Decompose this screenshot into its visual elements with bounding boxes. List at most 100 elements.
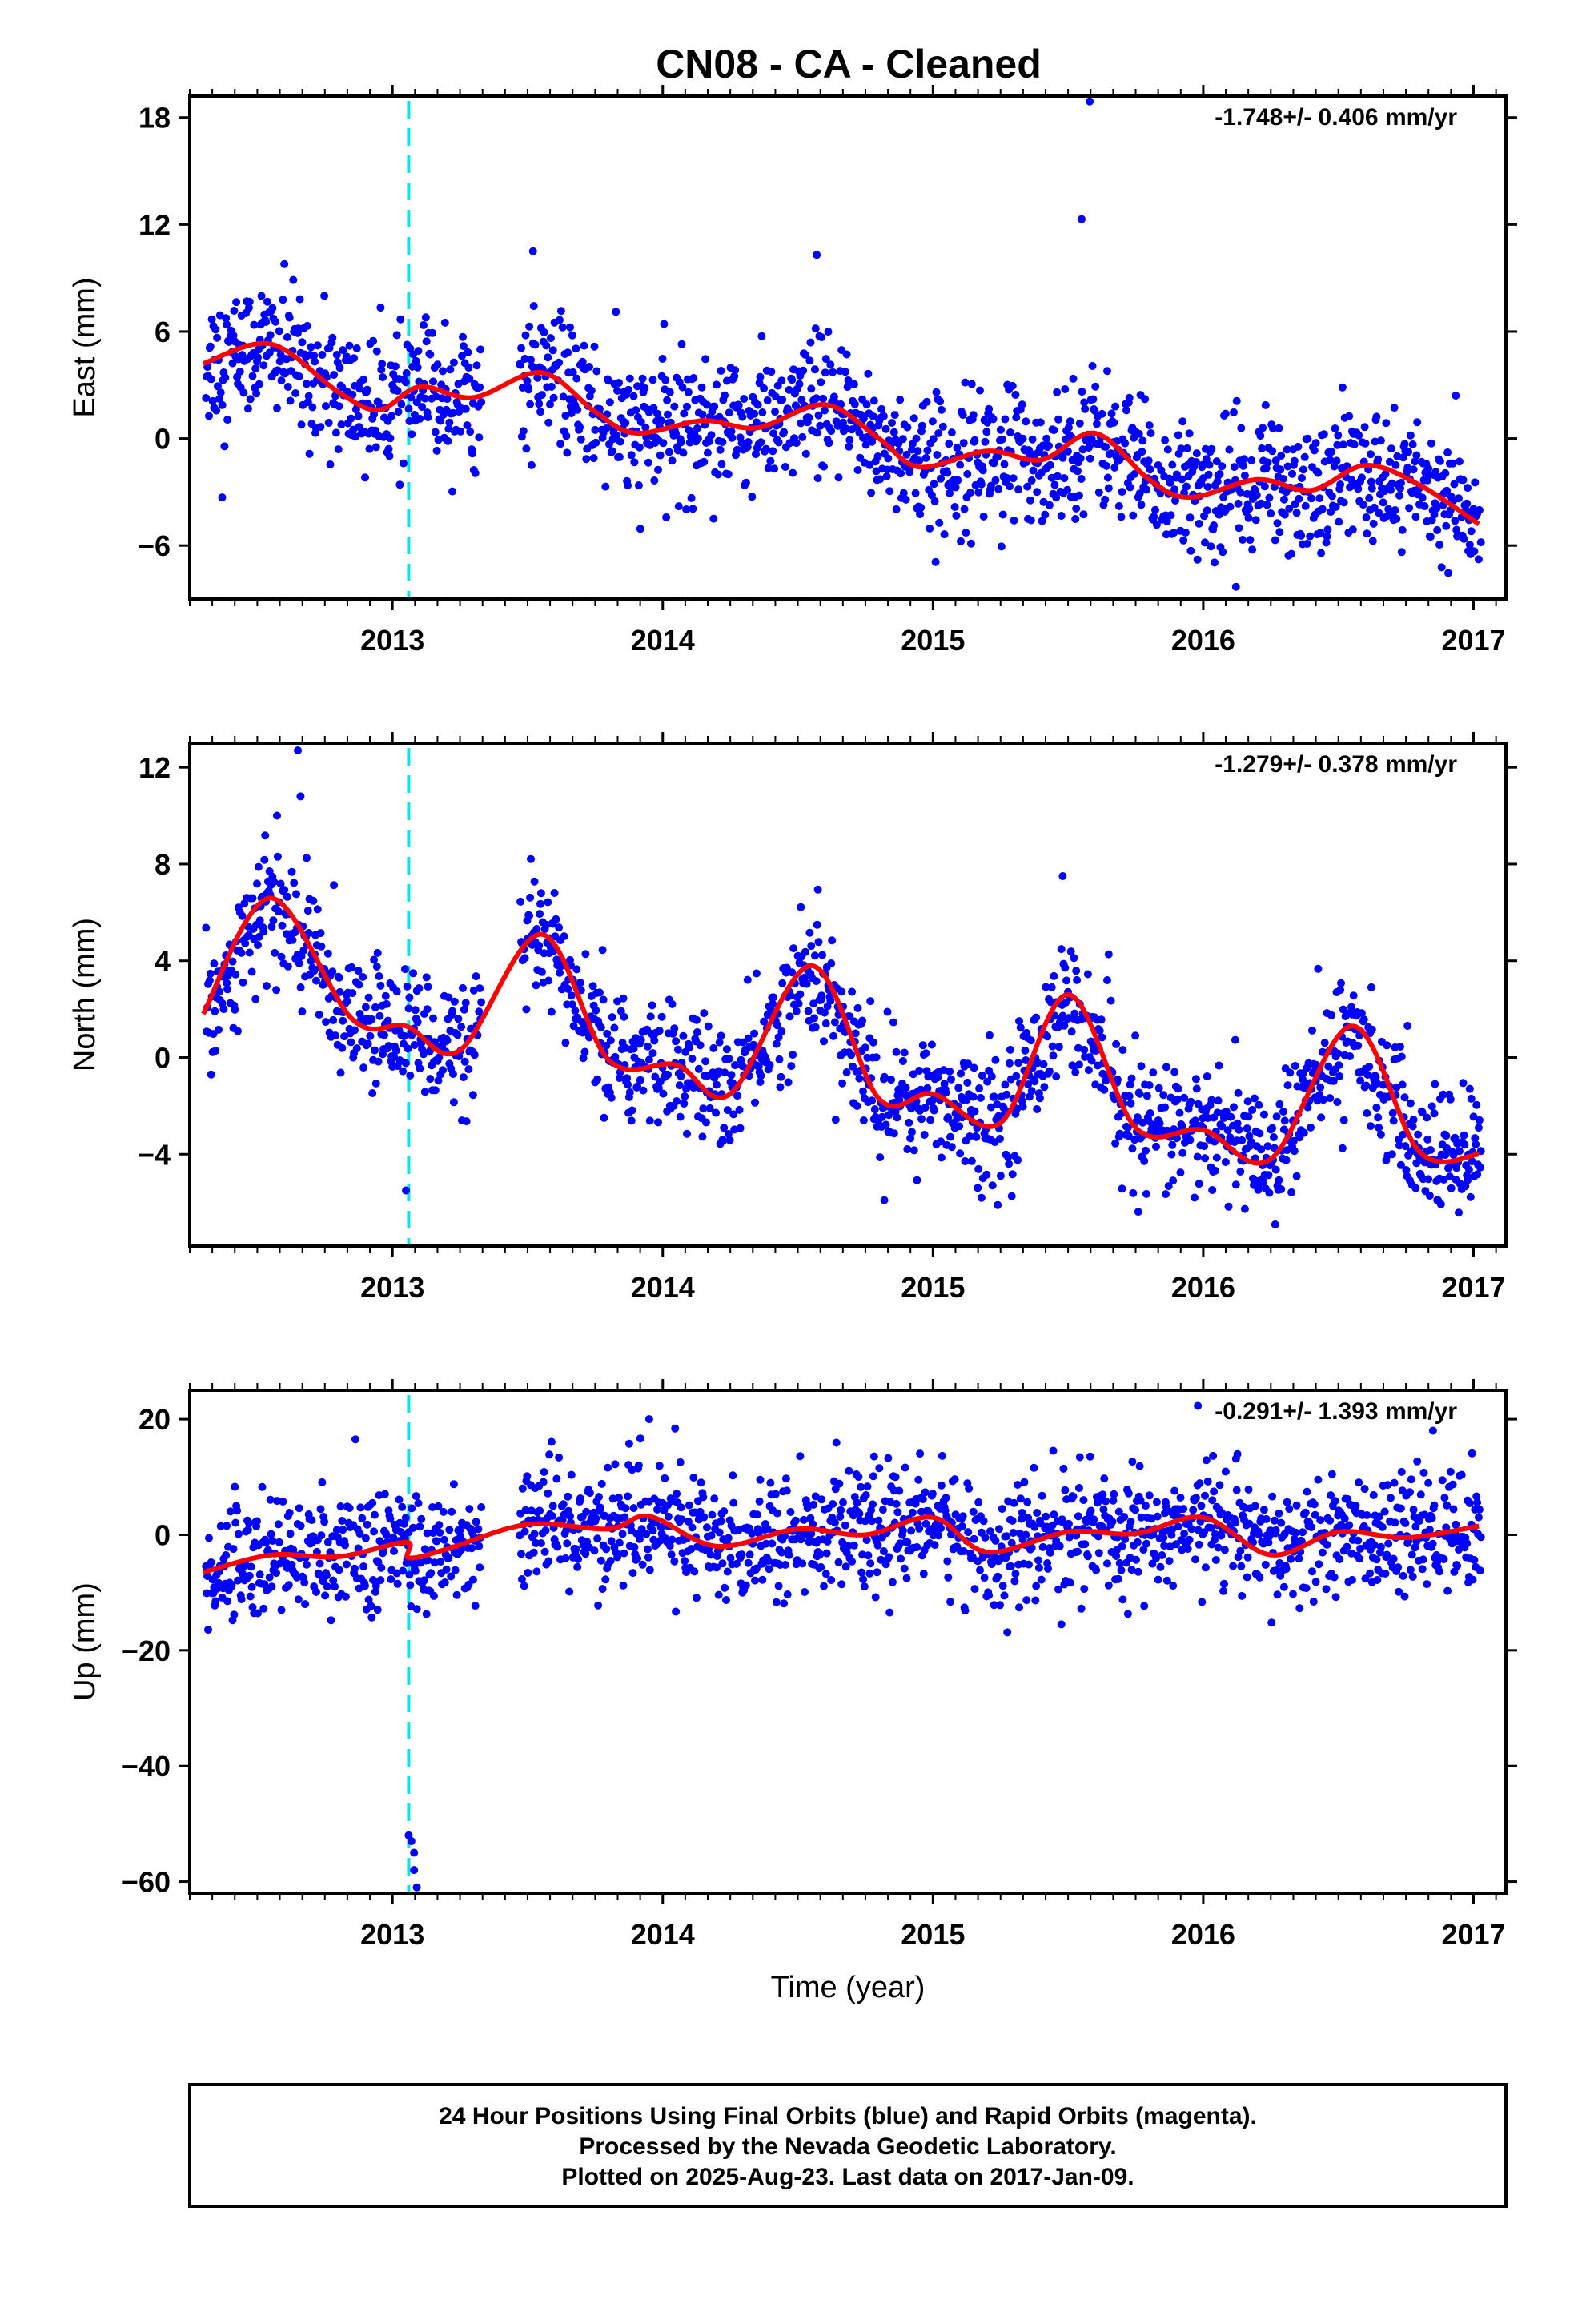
data-point	[449, 1098, 458, 1107]
data-point	[1072, 504, 1081, 513]
data-point	[1026, 496, 1034, 505]
data-point	[1282, 1156, 1291, 1164]
data-point	[465, 1505, 474, 1514]
data-point	[572, 965, 581, 974]
data-point	[718, 1559, 727, 1568]
data-point	[1311, 439, 1320, 448]
data-point	[433, 360, 442, 369]
data-point	[693, 1028, 701, 1036]
data-point	[1360, 423, 1369, 432]
data-point	[636, 1035, 645, 1044]
data-point	[630, 1543, 639, 1551]
data-point	[429, 1591, 438, 1600]
data-point	[316, 929, 325, 938]
data-point	[616, 437, 624, 446]
data-point	[627, 451, 636, 460]
data-point	[219, 1005, 228, 1014]
data-point	[1219, 493, 1228, 501]
data-point	[442, 1565, 451, 1574]
data-point	[544, 353, 552, 362]
data-point	[898, 435, 907, 444]
data-point	[942, 1088, 950, 1097]
data-point	[322, 402, 330, 411]
data-point	[1102, 1076, 1110, 1085]
data-point	[976, 1566, 984, 1574]
data-point	[661, 376, 670, 384]
data-point	[1354, 1536, 1363, 1545]
data-point	[395, 1495, 404, 1504]
data-point	[328, 333, 337, 342]
data-point	[359, 1562, 368, 1570]
data-point	[786, 1508, 795, 1516]
data-point	[930, 1106, 938, 1115]
data-point	[905, 1118, 913, 1127]
data-point	[1022, 1530, 1030, 1539]
data-point	[1033, 1105, 1042, 1113]
data-point	[798, 1559, 807, 1568]
data-point	[1316, 529, 1325, 537]
data-point	[559, 1500, 568, 1509]
data-point	[531, 340, 540, 349]
data-point	[387, 412, 396, 420]
data-point	[1375, 1124, 1383, 1132]
data-point	[296, 983, 305, 991]
data-point	[215, 395, 223, 404]
data-point	[276, 879, 285, 888]
data-point	[816, 421, 825, 430]
data-point	[1324, 1062, 1333, 1071]
data-point	[932, 388, 941, 396]
data-point	[1263, 1142, 1272, 1151]
data-point	[713, 1080, 721, 1089]
data-point	[234, 1530, 243, 1538]
data-point	[1319, 430, 1328, 439]
data-point	[1423, 1135, 1432, 1144]
data-point	[336, 1502, 345, 1510]
data-point	[1271, 456, 1280, 465]
data-point	[797, 903, 805, 911]
data-point	[987, 1072, 996, 1080]
data-point	[862, 400, 871, 409]
data-point	[1135, 489, 1144, 498]
data-point	[1370, 1541, 1379, 1550]
data-point	[1112, 1552, 1121, 1560]
data-point	[909, 414, 918, 423]
y-tick-label: 0	[155, 1042, 171, 1075]
data-point	[379, 373, 387, 381]
data-point	[906, 1134, 915, 1143]
data-point	[957, 1069, 965, 1078]
plot-frame	[188, 94, 1508, 601]
data-point	[900, 1564, 909, 1573]
data-point	[1423, 1113, 1431, 1122]
data-point	[1309, 1598, 1318, 1606]
data-point	[864, 369, 873, 378]
data-point	[366, 1031, 375, 1040]
data-point	[1327, 448, 1335, 456]
data-point	[644, 1553, 652, 1562]
data-point	[1075, 1453, 1084, 1462]
data-point	[750, 1029, 759, 1038]
data-point	[567, 991, 576, 1000]
data-point	[878, 1112, 886, 1121]
data-point	[1326, 1094, 1335, 1103]
data-point	[1252, 491, 1261, 500]
data-point	[1074, 491, 1083, 500]
data-point	[1103, 1559, 1111, 1568]
data-point	[245, 297, 254, 306]
data-point	[1236, 1546, 1245, 1555]
data-point	[785, 385, 793, 394]
data-point	[654, 465, 662, 474]
data-point	[817, 378, 825, 387]
data-point	[1398, 525, 1407, 534]
data-point	[547, 1007, 556, 1016]
data-point	[1354, 485, 1363, 493]
data-point	[1187, 1525, 1196, 1534]
data-point	[277, 376, 286, 385]
data-point	[1102, 461, 1110, 470]
data-point	[476, 383, 484, 392]
data-point	[1022, 1596, 1031, 1605]
data-point	[1215, 1061, 1223, 1070]
data-point	[412, 1605, 421, 1614]
data-point	[1097, 1015, 1106, 1024]
data-point	[1018, 400, 1026, 409]
data-point	[341, 1541, 349, 1550]
